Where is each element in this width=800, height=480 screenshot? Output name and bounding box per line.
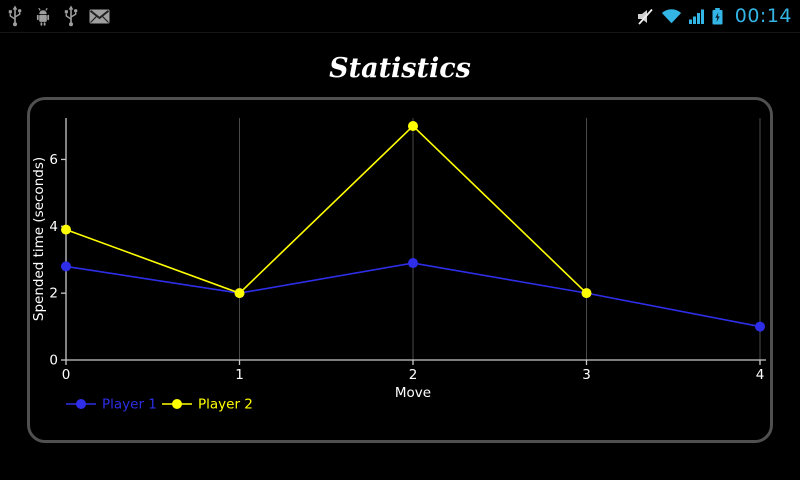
series-1-point bbox=[61, 261, 71, 272]
status-bar-clock: 00:14 bbox=[734, 5, 792, 27]
series-line-2 bbox=[65, 124, 588, 295]
series-2-point bbox=[61, 224, 71, 235]
usb-debug-icon bbox=[33, 6, 53, 27]
series-2-point bbox=[408, 121, 418, 131]
x-tick-label: 2 bbox=[409, 367, 418, 383]
x-tick-label: 4 bbox=[756, 367, 765, 383]
signal-strength-icon bbox=[688, 8, 705, 24]
y-axis-title: Spended time (seconds) bbox=[31, 157, 47, 321]
legend-label: Player 2 bbox=[198, 397, 253, 413]
usb-icon bbox=[64, 5, 78, 27]
x-tick-label: 1 bbox=[235, 367, 244, 383]
series-2-point bbox=[581, 288, 592, 299]
legend-marker-dot bbox=[76, 399, 86, 409]
y-tick-label: 4 bbox=[49, 219, 58, 235]
series-1-point bbox=[755, 321, 765, 332]
legend-marker-dot bbox=[172, 399, 182, 409]
chart-panel: 0 2 4 6 0 1 2 3 4 Spended time (seconds) Move Playe… bbox=[27, 97, 773, 443]
gmail-icon bbox=[89, 9, 110, 24]
y-tick-label: 6 bbox=[49, 152, 58, 168]
x-tick-label: 3 bbox=[582, 367, 591, 383]
usb-icon bbox=[8, 5, 22, 27]
status-bar-left-icons bbox=[8, 5, 110, 27]
status-bar[interactable]: 00:14 bbox=[0, 0, 800, 33]
page-title: Statistics bbox=[329, 53, 471, 84]
legend-label: Player 1 bbox=[102, 397, 157, 413]
series-1-point bbox=[408, 258, 418, 269]
status-bar-right-icons: 00:14 bbox=[637, 5, 792, 27]
battery-charging-icon bbox=[712, 7, 723, 25]
y-tick-label: 0 bbox=[49, 353, 58, 369]
y-tick-label: 2 bbox=[49, 286, 58, 302]
series-2-point bbox=[234, 288, 245, 299]
wifi-icon bbox=[661, 8, 682, 24]
x-tick-label: 0 bbox=[62, 367, 71, 383]
x-axis-title: Move bbox=[395, 385, 431, 401]
mute-icon bbox=[637, 8, 654, 25]
